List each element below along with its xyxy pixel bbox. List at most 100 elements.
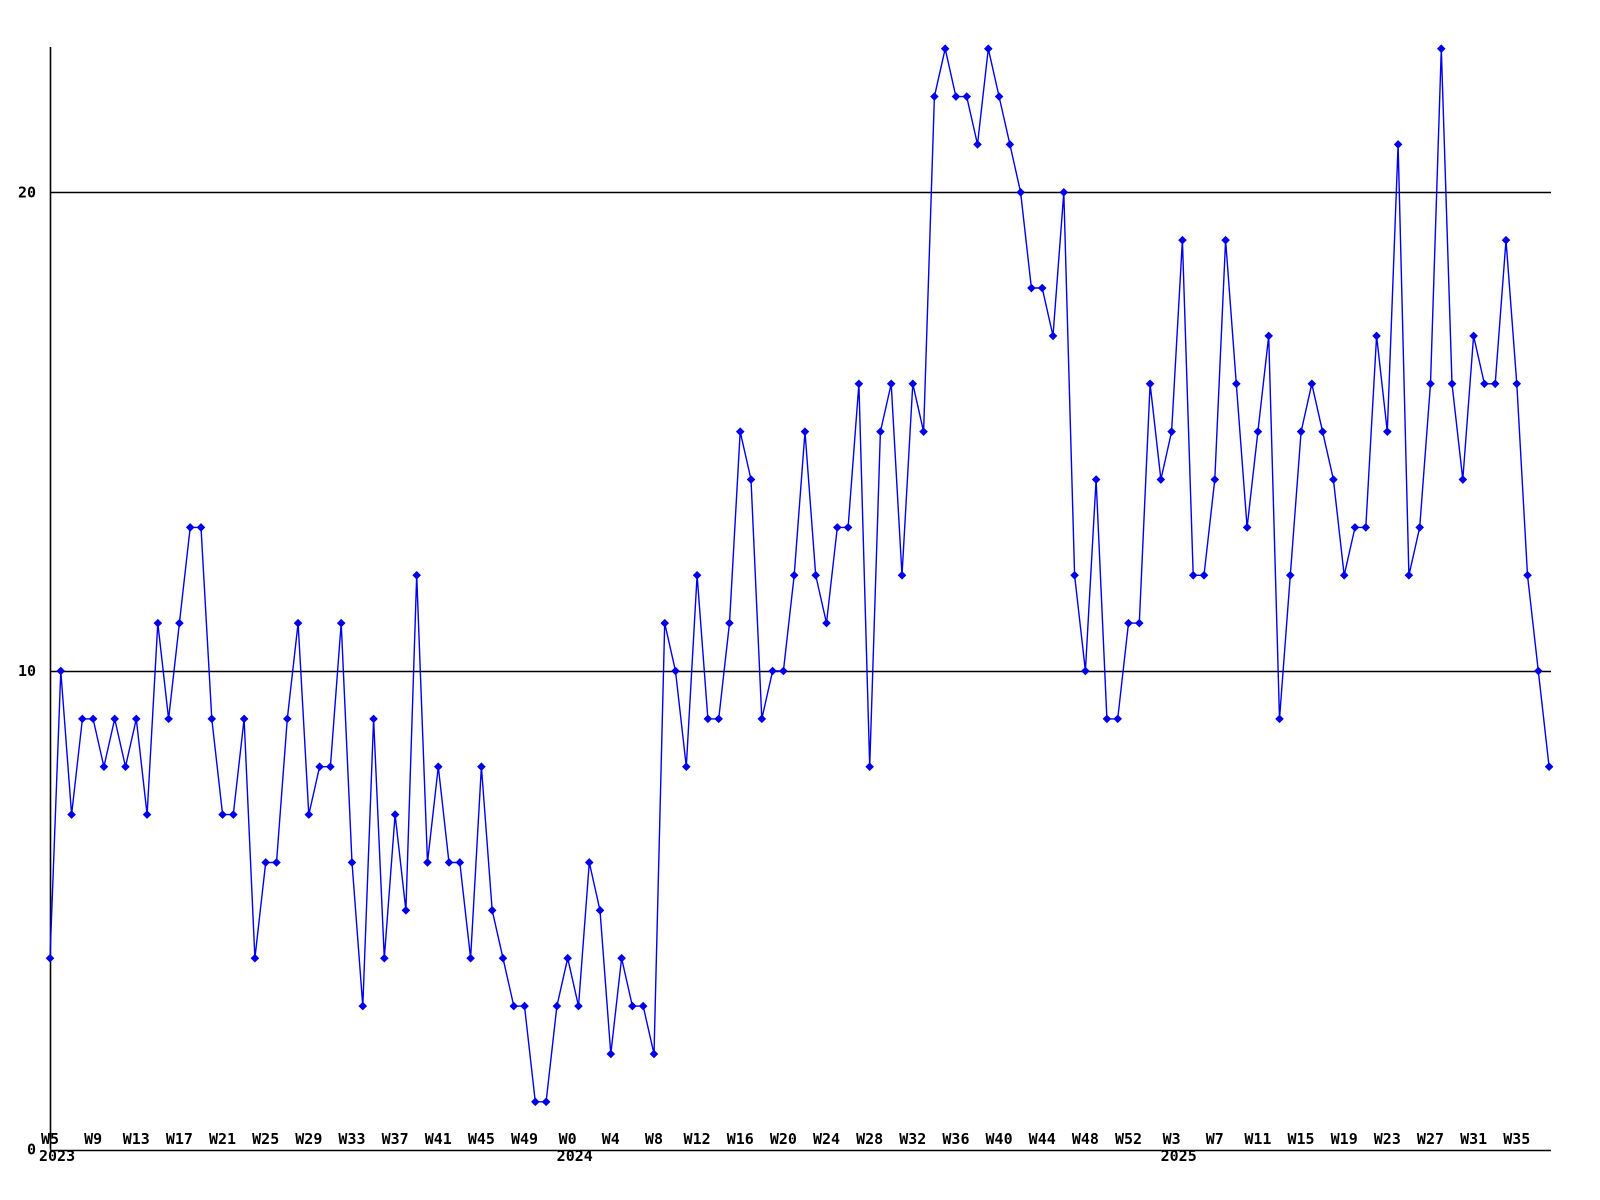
data-point-marker	[832, 523, 842, 532]
data-point-marker	[682, 762, 691, 772]
x-tick-label: W33	[338, 1130, 365, 1148]
data-point-marker	[175, 618, 184, 628]
data-point-marker	[865, 762, 874, 772]
x-tick-label: W9	[84, 1130, 102, 1148]
data-point-marker	[746, 475, 756, 484]
x-tick-label: W23	[1374, 1130, 1401, 1148]
data-point-marker	[121, 762, 130, 772]
year-label: 2025	[1161, 1147, 1197, 1165]
data-point-marker	[994, 92, 1004, 101]
data-point-marker	[725, 618, 734, 628]
data-point-marker	[88, 714, 98, 724]
data-point-marker	[358, 1001, 368, 1011]
data-point-marker	[951, 92, 961, 101]
data-point-marker	[552, 1001, 562, 1011]
data-point-marker	[207, 714, 217, 724]
data-point-marker	[326, 762, 335, 772]
data-point-marker	[304, 810, 314, 819]
data-point-marker	[876, 427, 885, 436]
data-point-marker	[1544, 762, 1554, 772]
data-point-marker	[261, 858, 271, 867]
data-point-marker	[692, 570, 702, 580]
data-point-marker	[1005, 140, 1015, 149]
x-tick-label: W5	[41, 1130, 59, 1148]
data-point-marker	[973, 140, 982, 149]
data-point-marker	[1469, 331, 1478, 341]
data-point-marker	[1253, 427, 1263, 436]
data-point-marker	[1512, 379, 1522, 389]
data-point-marker	[886, 379, 896, 389]
x-tick-label: W24	[813, 1130, 840, 1148]
data-point-marker	[1264, 331, 1274, 341]
data-point-marker	[78, 714, 87, 724]
data-point-marker	[1048, 331, 1058, 341]
data-point-marker	[1350, 523, 1360, 532]
data-point-marker	[1188, 570, 1198, 580]
data-point-marker	[1447, 379, 1457, 389]
data-point-marker	[56, 666, 66, 676]
data-point-marker	[1081, 666, 1090, 676]
x-tick-label: W13	[123, 1130, 150, 1148]
data-point-marker	[1361, 523, 1371, 532]
data-point-marker	[595, 906, 605, 915]
data-point-marker	[1210, 475, 1220, 484]
data-point-marker	[983, 44, 993, 53]
data-point-marker	[897, 570, 907, 580]
data-point-marker	[1275, 714, 1284, 724]
data-point-marker	[99, 762, 109, 772]
data-point-marker	[1501, 235, 1511, 245]
data-point-marker	[768, 666, 777, 676]
data-point-marker	[1393, 140, 1403, 149]
data-point-marker	[854, 379, 864, 389]
y-tick-label: 0	[27, 1141, 36, 1159]
x-tick-label: W17	[166, 1130, 193, 1148]
data-point-marker	[843, 523, 853, 532]
data-point-marker	[250, 953, 260, 963]
data-point-marker	[617, 953, 626, 963]
data-point-marker	[272, 858, 281, 867]
data-point-marker	[520, 1001, 529, 1011]
data-point-marker	[1242, 523, 1252, 532]
data-point-marker	[584, 858, 594, 867]
data-point-marker	[185, 523, 195, 532]
data-point-marker	[315, 762, 324, 772]
data-point-marker	[779, 666, 788, 676]
data-point-marker	[477, 762, 486, 772]
data-point-marker	[660, 618, 670, 628]
data-point-marker	[1383, 427, 1392, 436]
data-point-marker	[1145, 379, 1155, 389]
data-point-marker	[1167, 427, 1176, 436]
data-point-marker	[1134, 618, 1144, 628]
y-tick-label: 20	[18, 183, 36, 201]
x-tick-label: W12	[684, 1130, 711, 1148]
data-point-marker	[1404, 570, 1414, 580]
data-point-marker	[444, 858, 454, 867]
x-tick-label: W11	[1244, 1130, 1271, 1148]
data-point-marker	[1156, 475, 1166, 484]
data-point-marker	[789, 570, 799, 580]
data-point-marker	[142, 810, 152, 819]
x-tick-label: W16	[727, 1130, 754, 1148]
data-point-marker	[390, 810, 400, 819]
x-tick-label: W20	[770, 1130, 797, 1148]
data-point-marker	[541, 1097, 551, 1107]
data-point-marker	[498, 953, 508, 963]
data-point-marker	[811, 570, 821, 580]
data-point-marker	[735, 427, 745, 436]
data-point-marker	[930, 92, 939, 101]
data-point-marker	[1232, 379, 1241, 389]
x-tick-label: W0	[559, 1130, 577, 1148]
x-tick-label: W49	[511, 1130, 538, 1148]
data-point-marker	[369, 714, 378, 724]
data-point-marker	[940, 44, 950, 53]
data-point-marker	[67, 810, 76, 819]
data-point-marker	[487, 906, 497, 915]
data-point-marker	[401, 906, 411, 915]
data-point-marker	[293, 618, 303, 628]
x-tick-label: W7	[1206, 1130, 1224, 1148]
data-point-marker	[628, 1001, 637, 1011]
data-point-marker	[1070, 570, 1079, 580]
data-point-marker	[1285, 570, 1295, 580]
x-tick-label: W19	[1331, 1130, 1358, 1148]
